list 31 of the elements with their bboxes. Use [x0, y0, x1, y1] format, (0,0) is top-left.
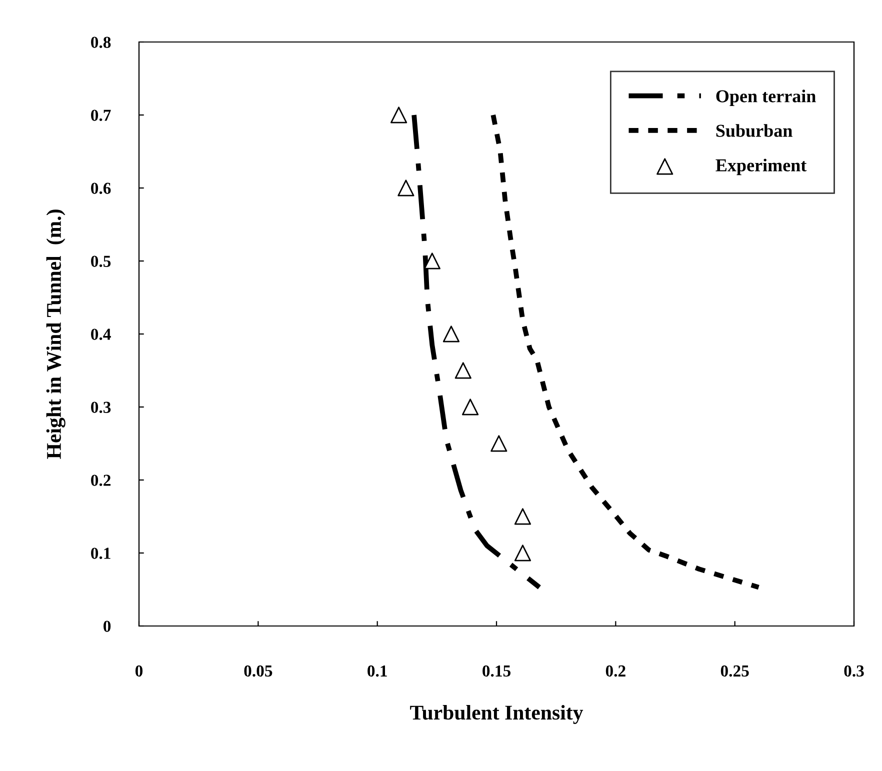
x-tick-label: 0 [135, 665, 143, 677]
x-tick-label: 0.25 [720, 665, 749, 677]
point [514, 544, 532, 562]
y-tick-label: 0.2 [91, 474, 111, 486]
y-tick-label: 0.6 [91, 182, 111, 194]
point [424, 252, 440, 270]
point [398, 180, 414, 196]
point [462, 398, 479, 416]
point [490, 435, 508, 452]
legend-label: Suburban [716, 124, 792, 137]
legend-label: Open terrain [716, 90, 816, 106]
x-tick-label: 0.2 [606, 665, 626, 677]
point [514, 508, 532, 525]
y-tick-label: 0.5 [91, 256, 111, 268]
point [390, 106, 408, 124]
x-axis-title: Turbulent Intensity [410, 705, 584, 724]
y-tick-label: 0.1 [91, 548, 110, 560]
x-tick-label: 0.05 [244, 665, 272, 677]
y-tick-label: 0.7 [91, 110, 111, 122]
y-tick-label: 0.4 [91, 328, 111, 340]
line-series [412, 112, 542, 590]
y-tick-label: 0.3 [91, 402, 111, 414]
legend-label: Experiment [716, 158, 807, 176]
x-tick-label: 0.15 [482, 665, 510, 677]
y-tick-label: 0.8 [91, 36, 111, 48]
x-tick-label: 0.3 [844, 665, 864, 677]
x-tick-label: 0.1 [368, 665, 387, 677]
y-tick-label: 0 [104, 620, 111, 632]
y-axis-title: Height in Wind Tunnel (m.) [46, 210, 66, 459]
point [454, 362, 472, 379]
point [442, 326, 460, 342]
